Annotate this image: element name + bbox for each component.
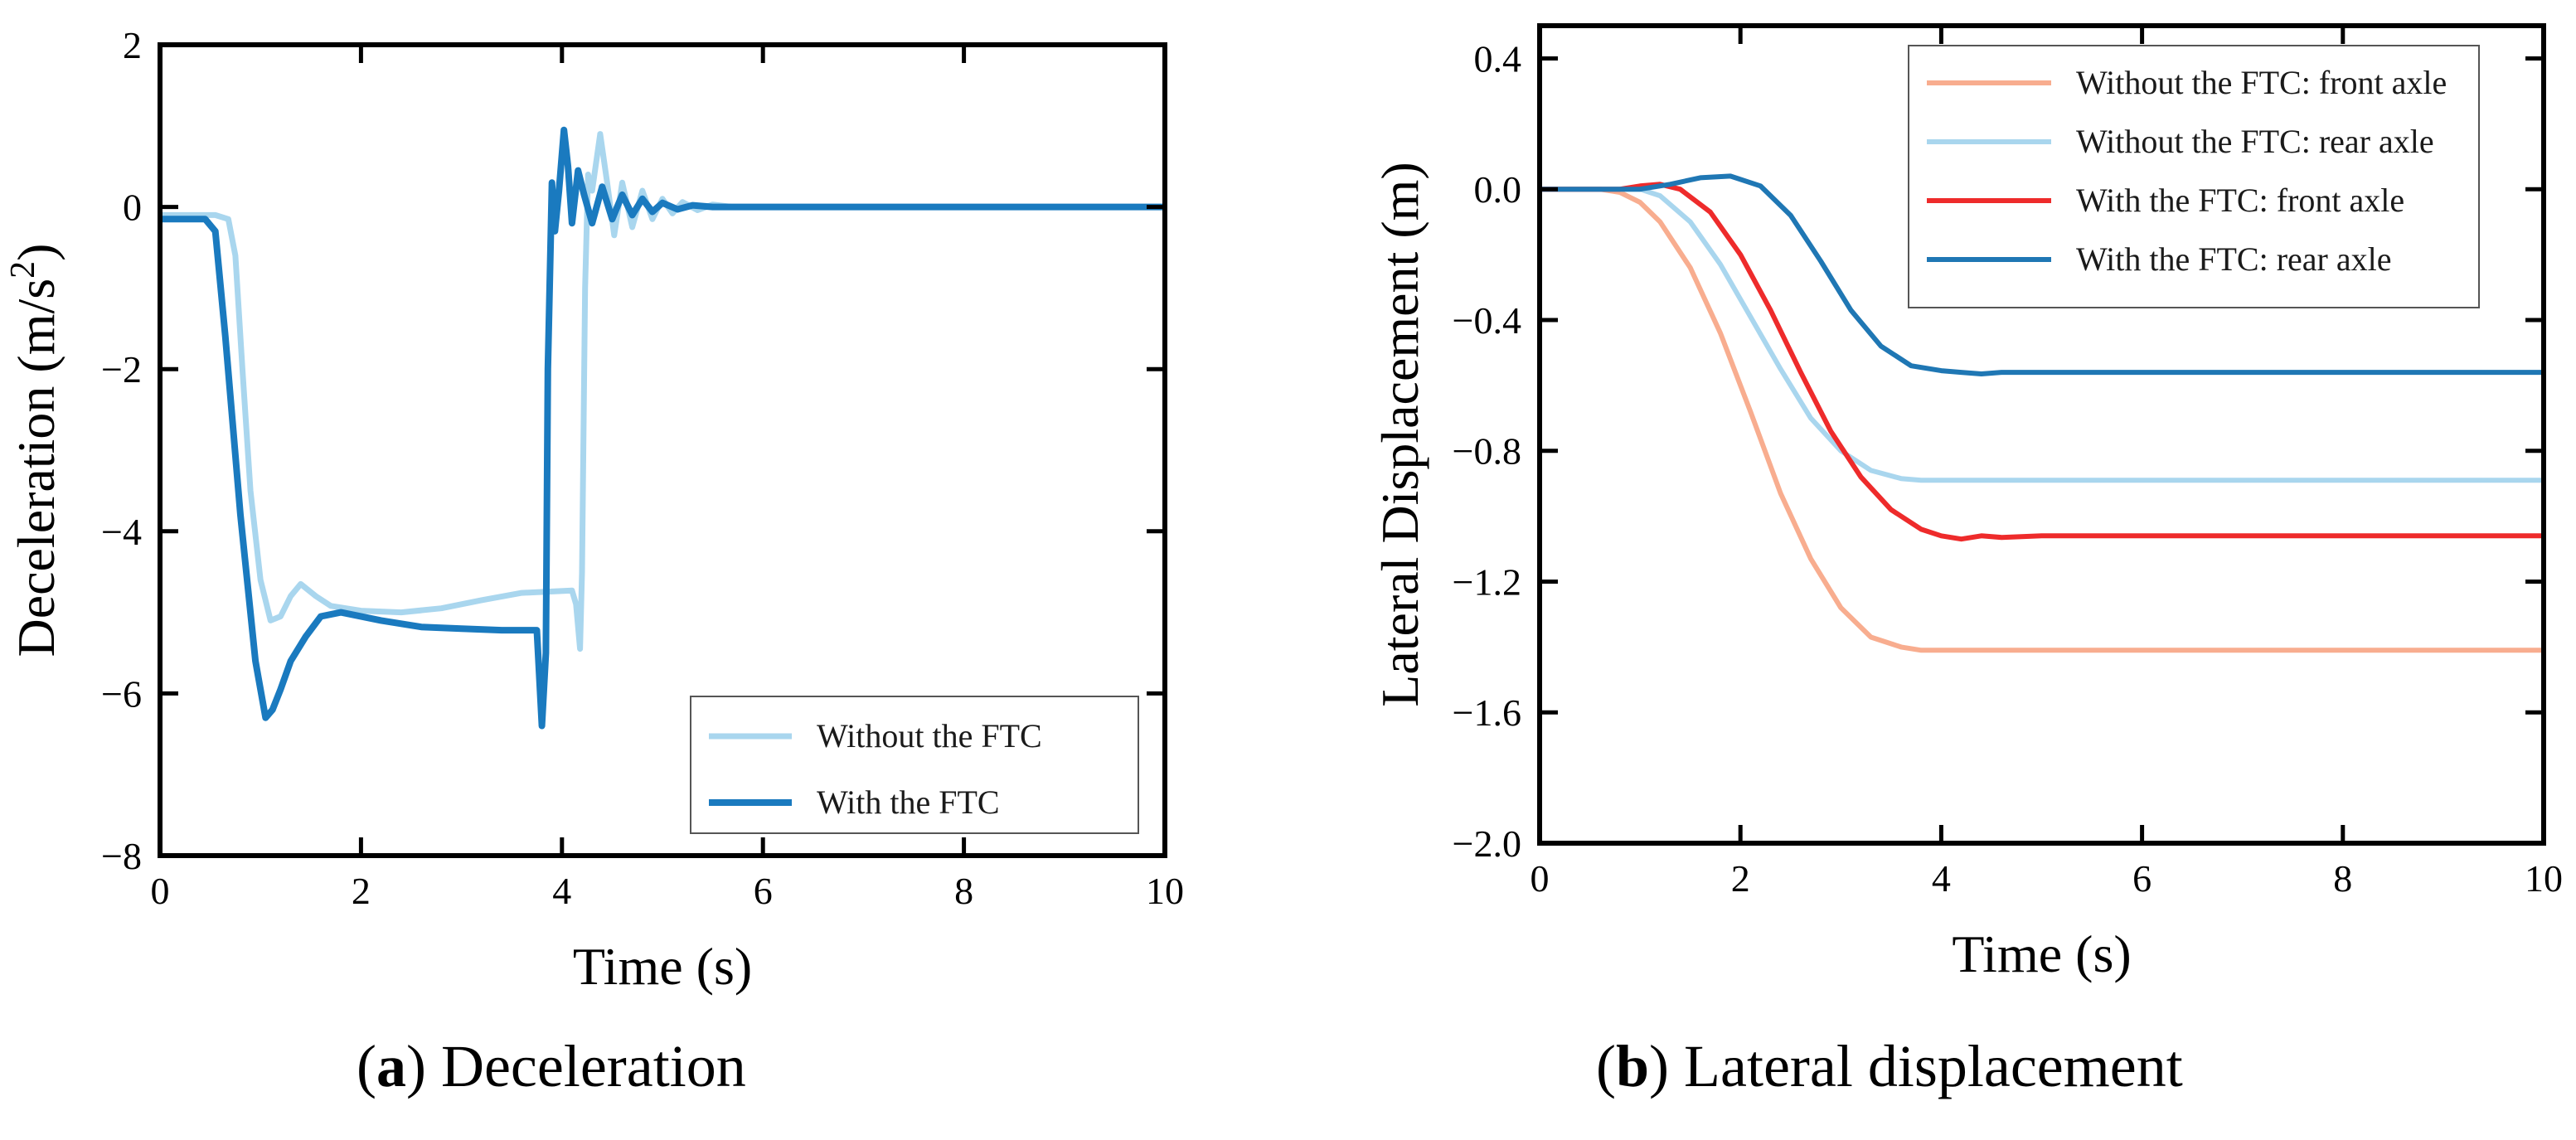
- lateral-displacement-ticks: 0 2 4 6 8 10 −2.0 −1.6 −1.2 −0.8 −0.4 0.0 0.4: [1453, 26, 2563, 900]
- caption-a-text: Deceleration: [440, 1033, 746, 1099]
- y-tick-label: −4: [101, 511, 142, 553]
- x-tick-label: 10: [2525, 857, 2563, 900]
- deceleration-x-axis-label: Time (s): [573, 937, 752, 996]
- y-tick-label: −0.8: [1453, 430, 1521, 473]
- y-tick-label: 0.4: [1474, 37, 1522, 80]
- series-line-without-the-ftc: [160, 131, 1165, 652]
- caption-a: (a) Deceleration: [357, 1033, 746, 1099]
- caption-b: (b) Lateral displacement: [1596, 1033, 2183, 1099]
- legend-entry-label: With the FTC: [817, 783, 1000, 821]
- deceleration-ticks: 0 2 4 6 8 10 −8 −6 −4 −2 0 2: [101, 24, 1184, 912]
- series-line-with-the-ftc: [160, 126, 1165, 730]
- series-line-with-the-ftc-rear-axle: [1540, 173, 2544, 376]
- deceleration-y-axis-label-superscript: 2: [4, 261, 42, 279]
- x-tick-label: 0: [1531, 857, 1550, 900]
- lateral-displacement-x-axis-label: Time (s): [1952, 924, 2131, 983]
- deceleration-series: [160, 126, 1165, 730]
- y-tick-label: −1.6: [1453, 691, 1521, 734]
- y-tick-label: −6: [101, 672, 142, 715]
- x-tick-label: 2: [352, 870, 371, 912]
- lateral-displacement-legend: Without the FTC: front axle Without the F…: [1908, 45, 2480, 308]
- panel-lateral-displacement: 0 2 4 6 8 10 −2.0 −1.6 −1.2 −0.8 −0.4 0.0 0.4 Time (…: [1370, 23, 2563, 983]
- x-tick-label: 8: [954, 870, 973, 912]
- panel-deceleration: 0 2 4 6 8 10 −8 −6 −4 −2 0 2 Time (s) Deceleration …: [4, 24, 1184, 996]
- x-tick-label: 2: [1731, 857, 1750, 900]
- lateral-displacement-series: [1540, 173, 2544, 653]
- series-line-with-the-ftc-front-axle: [1540, 182, 2544, 542]
- y-tick-label: −0.4: [1453, 299, 1521, 342]
- x-tick-label: 0: [151, 870, 170, 912]
- caption-b-letter: b: [1615, 1033, 1650, 1099]
- series-line-without-the-ftc-front-axle: [1540, 187, 2544, 653]
- caption-b-text: Lateral displacement: [1684, 1033, 2183, 1099]
- x-tick-label: 6: [754, 870, 773, 912]
- deceleration-y-axis-label-main: Deceleration (m/s: [7, 279, 65, 657]
- y-tick-label: −1.2: [1453, 560, 1521, 603]
- caption-a-letter: a: [376, 1033, 406, 1099]
- legend-entry-label: With the FTC: rear axle: [2076, 240, 2392, 278]
- y-tick-label: −8: [101, 835, 142, 877]
- lateral-displacement-plot-frame: [1537, 23, 2546, 846]
- legend-entry-label: Without the FTC: front axle: [2076, 64, 2447, 101]
- deceleration-y-axis-label: Deceleration (m/s2): [4, 244, 65, 657]
- x-tick-label: 8: [2333, 857, 2352, 900]
- lateral-displacement-y-axis-label: Lateral Displacement (m): [1370, 162, 1429, 706]
- y-tick-label: −2: [101, 348, 142, 391]
- x-tick-label: 10: [1146, 870, 1184, 912]
- y-tick-label: 0.0: [1474, 168, 1522, 211]
- legend-box: [690, 696, 1139, 834]
- y-tick-label: −2.0: [1453, 822, 1521, 865]
- y-tick-label: 2: [123, 24, 142, 66]
- deceleration-legend: Without the FTC With the FTC: [690, 696, 1139, 834]
- y-tick-label: 0: [123, 187, 142, 229]
- deceleration-plot-frame: [158, 42, 1167, 858]
- x-tick-label: 4: [1932, 857, 1951, 900]
- legend-entry-label: With the FTC: front axle: [2076, 182, 2404, 219]
- legend-entry-label: Without the FTC: rear axle: [2076, 123, 2434, 160]
- series-line-without-the-ftc-rear-axle: [1540, 187, 2544, 483]
- legend-box: [1908, 45, 2480, 308]
- x-tick-label: 6: [2132, 857, 2152, 900]
- deceleration-y-axis-label-tail: ): [7, 244, 65, 261]
- x-tick-label: 4: [552, 870, 571, 912]
- legend-entry-label: Without the FTC: [817, 717, 1042, 754]
